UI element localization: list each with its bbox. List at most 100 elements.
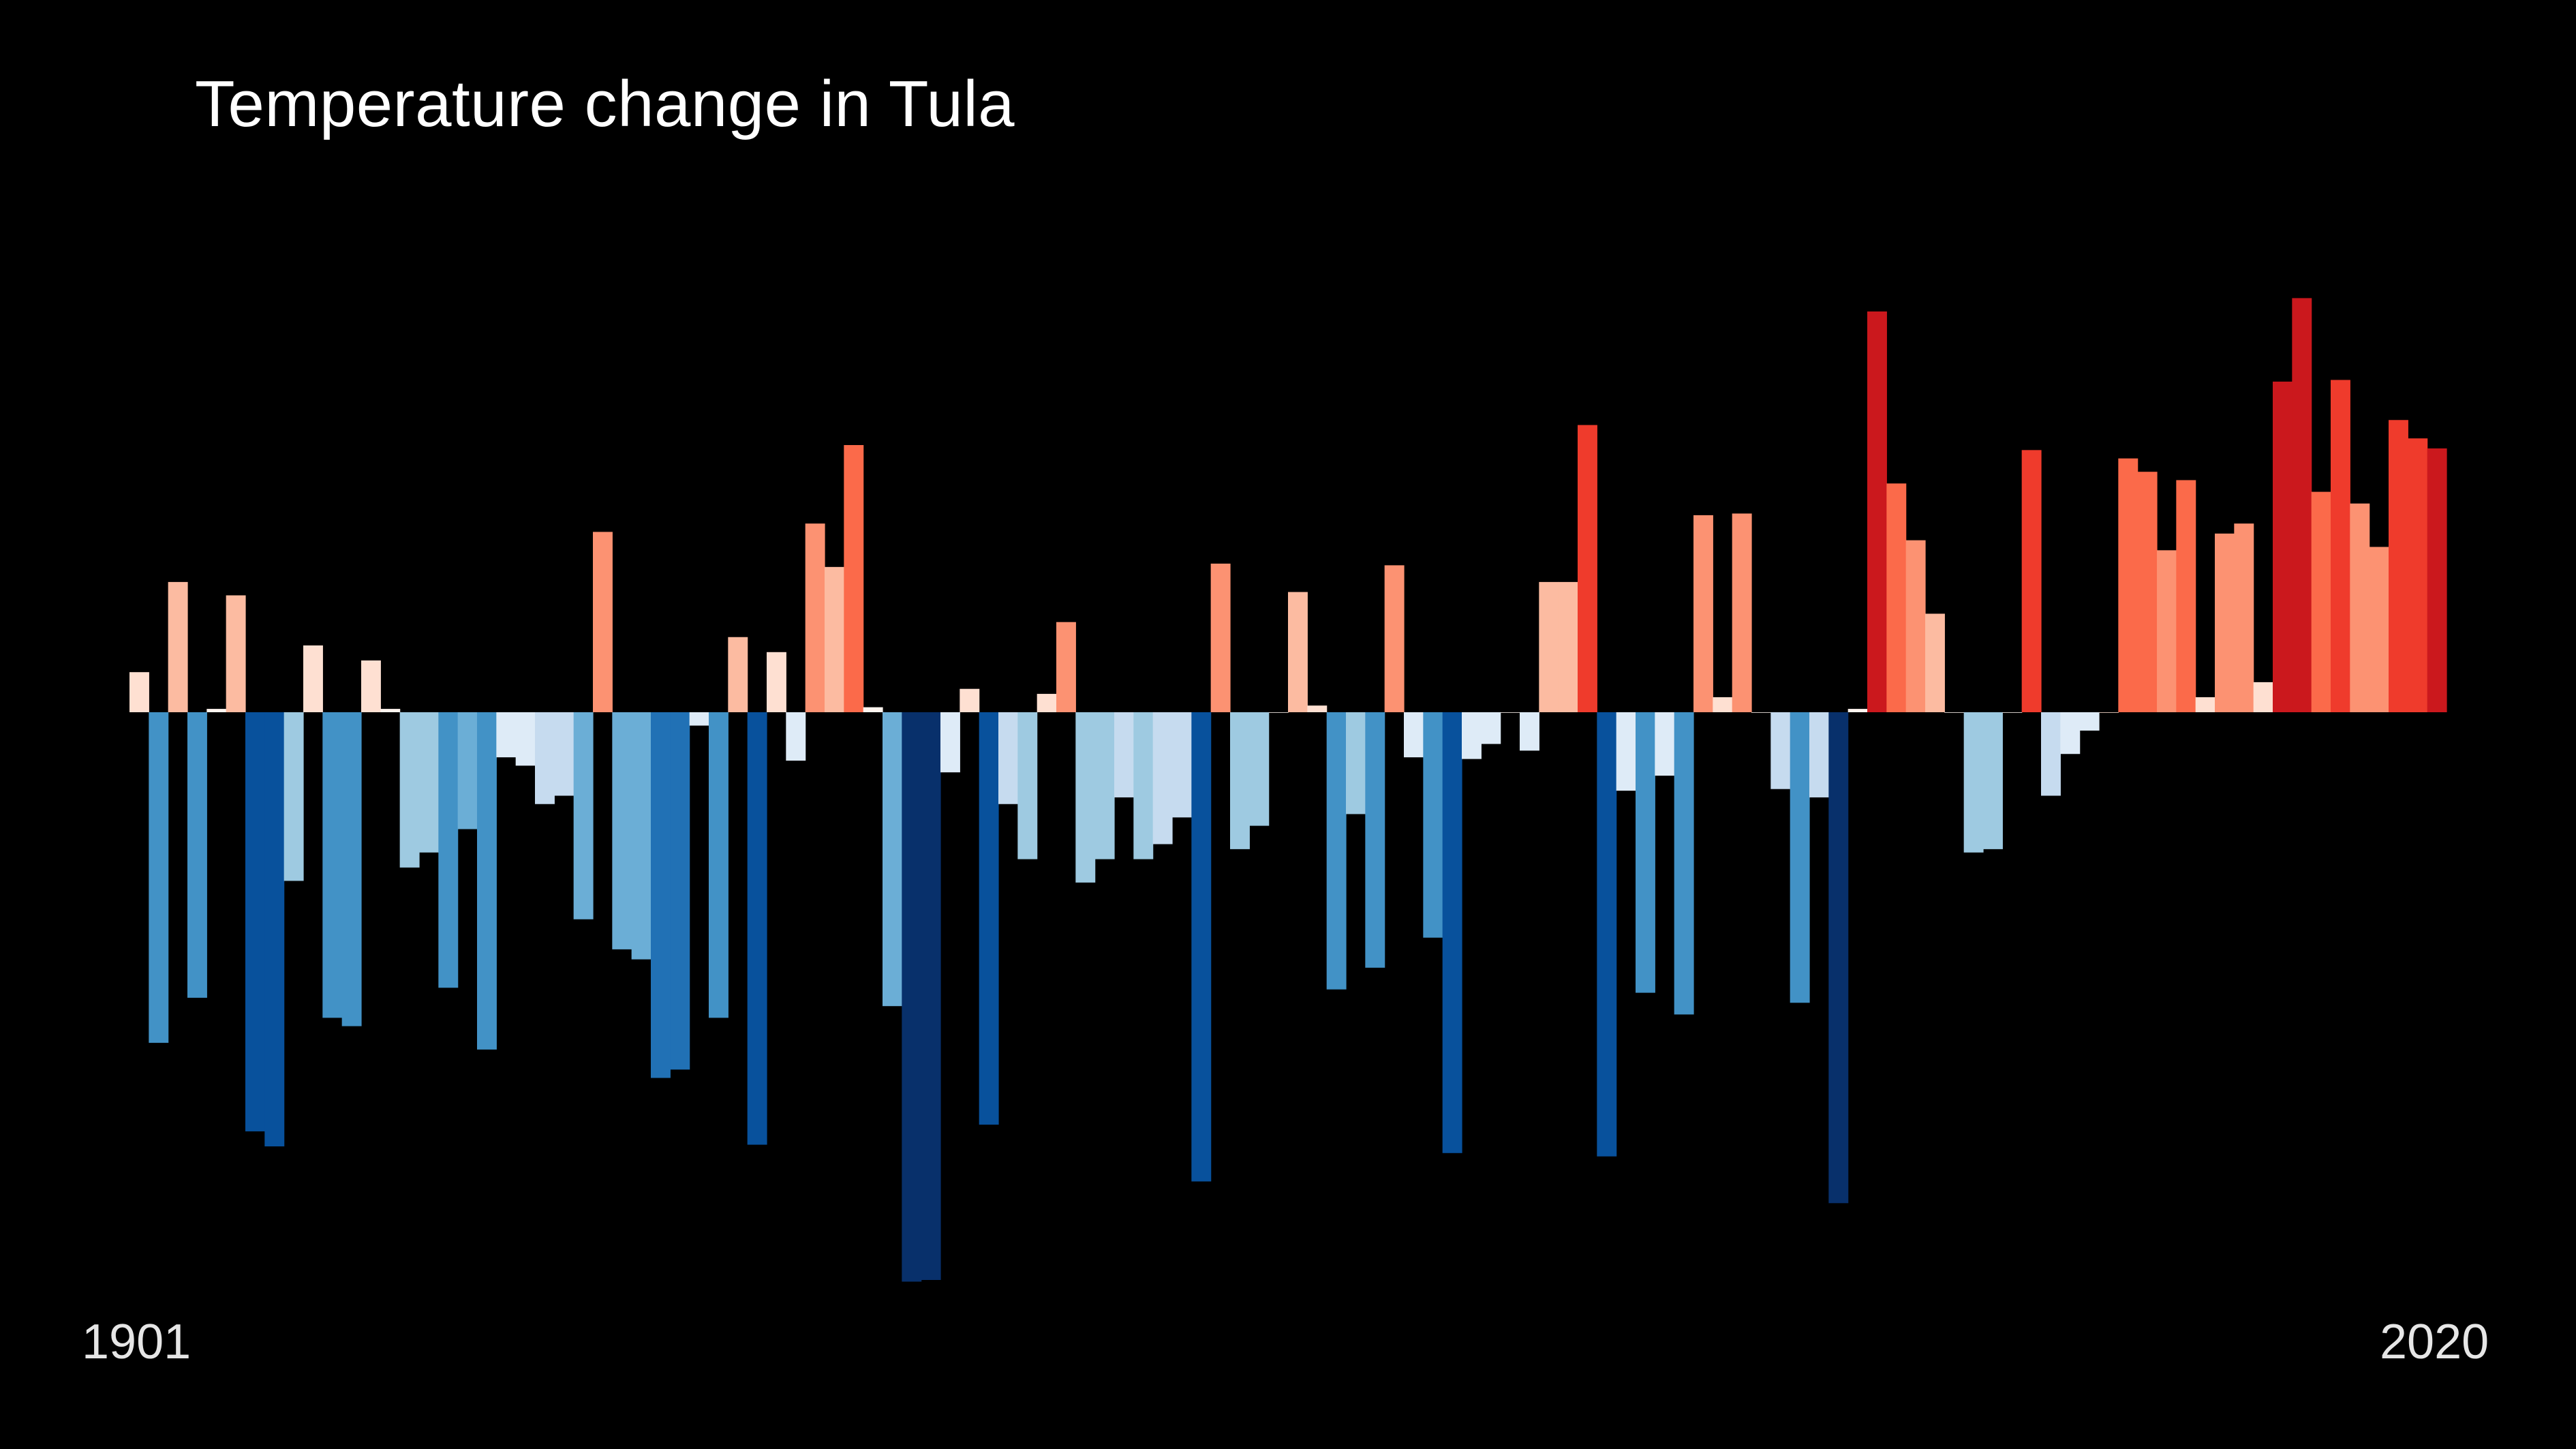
- bar-1931: [709, 712, 729, 1018]
- bar-1918: [457, 712, 478, 829]
- bar-2020: [2427, 448, 2447, 712]
- bar-1939: [863, 707, 883, 712]
- bar-1972: [1500, 712, 1520, 713]
- bar-1915: [399, 712, 420, 868]
- bar-1981: [1674, 712, 1694, 1015]
- bar-1961: [1288, 592, 1308, 712]
- bar-1977: [1597, 712, 1617, 1157]
- bar-1982: [1693, 515, 1713, 712]
- bars-group: [129, 298, 2447, 1282]
- bar-1924: [573, 712, 594, 919]
- bar-2001: [2060, 712, 2081, 754]
- bar-1903: [168, 581, 188, 712]
- bar-1983: [1713, 697, 1733, 712]
- bar-1913: [361, 660, 381, 712]
- bar-1984: [1732, 513, 1752, 712]
- bar-1943: [940, 712, 960, 773]
- bar-2015: [2331, 380, 2350, 712]
- bar-1947: [1017, 712, 1038, 859]
- bar-1959: [1249, 712, 1270, 826]
- bar-1980: [1655, 712, 1675, 776]
- bar-1907: [245, 712, 265, 1131]
- bar-1970: [1462, 712, 1482, 759]
- x-axis-end-label: 2020: [2380, 1315, 2489, 1369]
- bar-1968: [1423, 712, 1443, 938]
- bar-1995: [1944, 712, 1965, 713]
- bar-1930: [689, 712, 709, 726]
- bar-2003: [2099, 712, 2119, 713]
- bar-2016: [2350, 503, 2370, 712]
- bar-1998: [2002, 712, 2023, 713]
- bar-2010: [2234, 523, 2254, 712]
- bar-1927: [631, 712, 651, 960]
- bar-2009: [2215, 533, 2235, 712]
- bar-1974: [1539, 581, 1559, 712]
- bar-1909: [283, 712, 304, 881]
- bar-1929: [670, 712, 690, 1070]
- bar-1994: [1925, 613, 1945, 712]
- bar-2014: [2311, 491, 2331, 712]
- chart-title: Temperature change in Tula: [195, 67, 1015, 140]
- bar-1935: [786, 712, 806, 761]
- bar-1976: [1578, 425, 1597, 712]
- bar-1949: [1056, 622, 1076, 712]
- bar-1919: [477, 712, 497, 1050]
- bar-1971: [1481, 712, 1501, 744]
- bar-1906: [226, 595, 246, 712]
- bar-1999: [2021, 450, 2042, 712]
- bar-1979: [1636, 712, 1655, 993]
- bar-1985: [1751, 712, 1771, 713]
- bar-1910: [303, 645, 323, 712]
- bar-1911: [322, 712, 343, 1018]
- bar-1966: [1384, 565, 1405, 712]
- bar-2012: [2273, 381, 2293, 712]
- bar-1960: [1268, 712, 1289, 713]
- bar-1905: [206, 709, 227, 712]
- bar-1997: [1983, 712, 2003, 849]
- bar-1978: [1616, 712, 1636, 791]
- bar-1941: [902, 712, 922, 1282]
- bar-1928: [651, 712, 671, 1078]
- bar-2008: [2195, 697, 2215, 712]
- bar-1904: [187, 712, 207, 998]
- bar-1948: [1037, 694, 1057, 712]
- bar-1926: [612, 712, 632, 949]
- bar-1963: [1326, 712, 1347, 990]
- bar-1921: [515, 712, 536, 766]
- bar-2002: [2079, 712, 2100, 731]
- bar-1908: [264, 712, 285, 1146]
- bar-1993: [1905, 540, 1926, 712]
- bar-1990: [1847, 709, 1868, 712]
- bar-1917: [438, 712, 459, 988]
- bar-1932: [728, 637, 748, 712]
- bar-2000: [2041, 712, 2061, 796]
- bar-1914: [380, 709, 401, 712]
- bar-1965: [1365, 712, 1385, 968]
- bar-1902: [149, 712, 169, 1043]
- bar-1956: [1191, 712, 1212, 1182]
- bar-1973: [1520, 712, 1539, 751]
- bar-2006: [2157, 550, 2177, 712]
- bar-1937: [825, 566, 844, 712]
- bar-1933: [747, 712, 767, 1145]
- bar-1987: [1790, 712, 1810, 1003]
- bar-1967: [1404, 712, 1424, 758]
- bar-2005: [2137, 472, 2158, 712]
- bar-1934: [767, 652, 786, 712]
- bar-2013: [2292, 298, 2312, 712]
- bar-1944: [960, 688, 980, 712]
- bar-1912: [341, 712, 362, 1026]
- bar-2019: [2408, 438, 2428, 712]
- bar-1988: [1809, 712, 1829, 797]
- bar-1920: [496, 712, 517, 758]
- bar-2017: [2369, 547, 2389, 712]
- bar-1955: [1172, 712, 1192, 818]
- bar-1962: [1307, 705, 1328, 712]
- bar-1922: [535, 712, 555, 804]
- bar-2007: [2176, 480, 2196, 712]
- bar-1936: [805, 523, 825, 712]
- bar-2018: [2389, 420, 2408, 712]
- bar-1964: [1346, 712, 1366, 814]
- bar-1957: [1210, 563, 1231, 712]
